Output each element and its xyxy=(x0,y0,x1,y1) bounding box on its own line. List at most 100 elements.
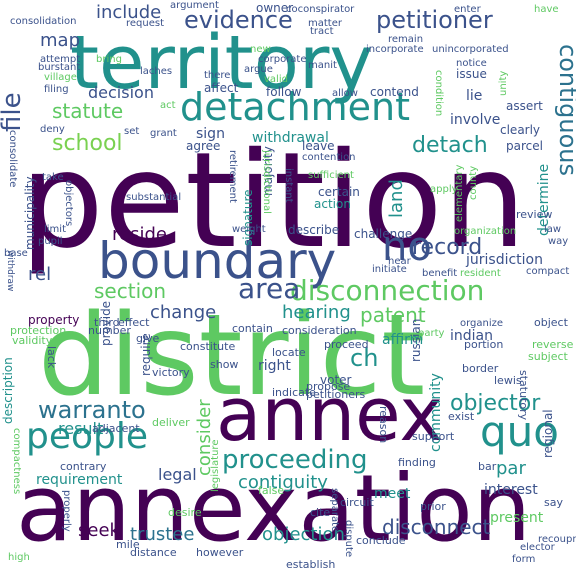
word-map: map xyxy=(40,30,80,51)
word-lewis: lewis xyxy=(494,374,522,387)
word-requirement: requirement xyxy=(36,472,123,488)
word-argue: argue xyxy=(244,64,273,75)
word-district: district xyxy=(38,291,425,421)
word-establish: establish xyxy=(286,558,335,571)
word-reverse: reverse xyxy=(532,338,574,351)
word-proceeding: proceeding xyxy=(222,445,368,475)
word-exist: exist xyxy=(448,410,475,423)
word-assert: assert xyxy=(506,99,543,113)
word-organize: organize xyxy=(460,318,503,329)
word-regional: regional xyxy=(541,409,555,458)
word-apply: apply xyxy=(430,184,458,195)
word-withdrawal: withdrawal xyxy=(252,130,329,146)
word-burstant: burstant xyxy=(38,62,80,73)
word-number: number xyxy=(88,324,131,337)
word-property: property xyxy=(28,313,79,327)
word-protection: protection xyxy=(10,324,66,337)
word-par: par xyxy=(496,458,526,479)
word-majority: majority xyxy=(261,146,275,196)
word-quo: quo xyxy=(480,407,559,456)
word-unincorporated: unincorporated xyxy=(432,44,509,55)
word-dispute: dispute xyxy=(343,520,354,557)
word-interest: interest xyxy=(484,482,538,498)
word-indicate: indicate xyxy=(272,386,316,399)
word-legislature: legislature xyxy=(210,440,221,492)
word-retirement: retirement xyxy=(227,150,238,203)
word-meet: meet xyxy=(374,486,411,502)
word-change: change xyxy=(150,302,216,323)
word-benefit: benefit xyxy=(422,268,457,279)
word-objector: objector xyxy=(450,391,541,416)
word-bar: bar xyxy=(478,460,497,473)
word-deny: deny xyxy=(40,124,65,135)
word-argument: argument xyxy=(170,0,219,11)
word-action: action xyxy=(314,197,351,211)
word-properly: properly xyxy=(61,490,72,532)
word-statutory: statutory xyxy=(517,370,530,421)
word-request: request xyxy=(126,18,164,29)
word-statute: statute xyxy=(52,99,123,123)
word-prior: prior xyxy=(420,500,446,513)
word-reside: reside xyxy=(112,224,167,245)
word-cite: cite xyxy=(310,506,330,519)
word-include: include xyxy=(96,2,161,23)
word-jurisdictional: jurisdictional xyxy=(261,149,272,214)
word-pupil: pupil xyxy=(38,236,63,247)
word-portion: portion xyxy=(464,338,503,351)
word-elementary: elementary xyxy=(454,165,465,222)
word-set: set xyxy=(124,126,139,137)
word-affect: affect xyxy=(204,81,239,95)
word-third: third xyxy=(94,316,120,329)
word-village: village xyxy=(44,72,77,83)
word-propose: propose xyxy=(306,380,350,393)
word-lack: lack xyxy=(45,346,58,369)
word-substantial: substantial xyxy=(126,192,181,203)
word-take: take xyxy=(42,172,64,183)
word-rel: rel xyxy=(28,264,51,285)
word-boundary: boundary xyxy=(98,232,336,290)
word-however: however xyxy=(196,546,244,559)
word-weight: weight xyxy=(232,224,266,235)
word-detachment: detachment xyxy=(180,85,410,129)
word-circuit: circuit xyxy=(340,496,374,509)
word-ch: ch xyxy=(350,344,378,372)
word-compactness: compactness xyxy=(11,428,22,494)
word-disconnection: disconnection xyxy=(290,274,484,307)
word-withdraw: withdraw xyxy=(5,250,15,291)
word-seek: seek xyxy=(78,520,121,541)
word-distance: distance xyxy=(130,546,177,559)
word-disconnect: disconnect xyxy=(382,515,491,539)
word-adjacent: adjacent xyxy=(92,422,140,435)
word-deliver: deliver xyxy=(152,416,190,429)
word-contain: contain xyxy=(232,322,273,335)
word-contention: contention xyxy=(302,152,356,163)
word-leave: leave xyxy=(302,139,335,153)
word-say: say xyxy=(544,496,563,509)
word-certain: certain xyxy=(318,185,360,199)
word-agree: agree xyxy=(186,139,220,153)
word-valid: valid xyxy=(264,74,288,85)
word-challenge: challenge xyxy=(354,227,412,241)
word-owner: owner xyxy=(256,1,293,15)
word-organization: organization xyxy=(454,226,516,237)
word-annexation: annexation xyxy=(16,455,531,562)
word-effect: effect xyxy=(118,316,150,329)
word-base: base xyxy=(4,248,28,259)
word-parcel: parcel xyxy=(506,139,543,153)
word-separate: separate xyxy=(329,488,340,532)
word-tract: tract xyxy=(310,26,334,37)
word-desire: desire xyxy=(168,506,202,519)
word-border: border xyxy=(462,362,499,375)
word-detach: detach xyxy=(412,133,488,158)
word-consider: consider xyxy=(194,399,215,476)
word-county: county xyxy=(468,166,479,200)
word-matter: matter xyxy=(308,18,343,29)
word-initiate: initiate xyxy=(372,264,407,275)
word-hearing: hearing xyxy=(282,302,351,323)
word-clearly: clearly xyxy=(500,123,540,137)
word-indian: indian xyxy=(450,328,493,344)
word-determine: determine xyxy=(536,164,552,236)
word-victory: victory xyxy=(152,366,190,379)
word-follow: follow xyxy=(266,85,302,99)
